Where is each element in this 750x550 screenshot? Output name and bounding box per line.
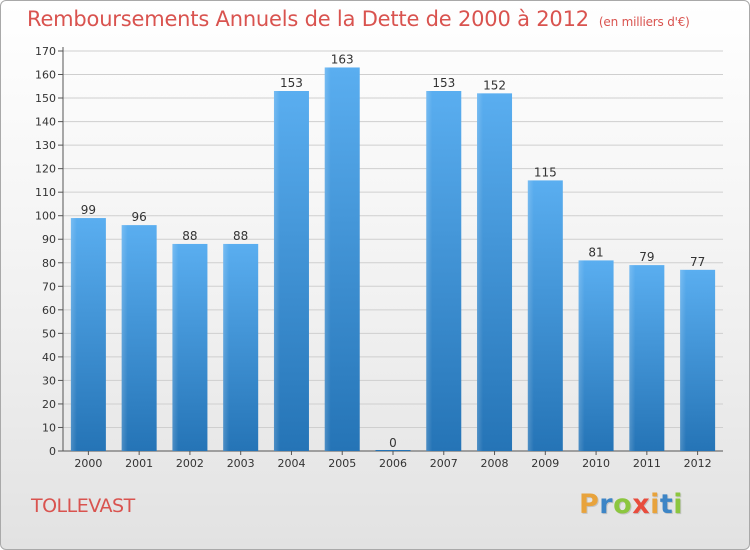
x-tick-label: 2005 (328, 457, 356, 470)
chart-title-text: Remboursements Annuels de la Dette de 20… (27, 7, 589, 31)
bar-highlight (172, 243, 179, 451)
y-tick-label: 140 (35, 116, 56, 129)
bar-value-label: 115 (534, 165, 557, 179)
y-tick-label: 50 (42, 327, 56, 340)
bar-highlight (223, 243, 230, 451)
y-tick-label: 70 (42, 280, 56, 293)
x-tick-label: 2006 (379, 457, 407, 470)
chart-unit: (en milliers d'€) (598, 15, 690, 29)
bar-value-label: 88 (233, 229, 248, 243)
y-tick-label: 40 (42, 351, 56, 364)
bar-value-label: 153 (280, 76, 303, 90)
bar-highlight (426, 91, 433, 451)
bar-highlight (629, 265, 636, 451)
y-tick-label: 90 (42, 233, 56, 246)
x-tick-label: 2002 (176, 457, 204, 470)
proxiti-logo: Proxiti (579, 489, 683, 520)
y-tick-label: 170 (35, 45, 56, 58)
bar-value-label: 163 (331, 52, 354, 66)
y-tick-label: 0 (49, 445, 56, 458)
x-tick-label: 2001 (125, 457, 153, 470)
bars (70, 67, 716, 452)
logo-letter: P (579, 489, 600, 520)
y-tick-label: 100 (35, 210, 56, 223)
bar-highlight (578, 260, 585, 451)
bar-value-label: 152 (483, 78, 506, 92)
bar-value-label: 77 (690, 255, 705, 269)
y-tick-label: 160 (35, 69, 56, 82)
bar-value-label: 81 (588, 245, 603, 259)
y-tick-label: 10 (42, 421, 56, 434)
logo-letter: t (659, 489, 674, 520)
logo-letter: r (599, 489, 614, 520)
bar-value-label: 79 (639, 250, 654, 264)
x-tick-label: 2009 (531, 457, 559, 470)
logo-letter: o (613, 489, 633, 520)
x-tick-label: 2008 (481, 457, 509, 470)
bar-value-label: 96 (132, 210, 147, 224)
bar-value-label: 0 (389, 436, 397, 450)
bar-highlight (527, 180, 534, 452)
logo-letter: i (650, 489, 660, 520)
grid-lines (63, 50, 723, 428)
commune-name: TOLLEVAST (31, 495, 135, 517)
y-tick-label: 30 (42, 374, 56, 387)
bar-value-label: 153 (432, 76, 455, 90)
x-tick-labels: 2000 2001 2002 2003 2004 2005 2006 2007 2008 2009… (74, 457, 711, 470)
logo-letter: i (673, 489, 684, 520)
y-tick-label: 120 (35, 163, 56, 176)
x-tick-label: 2003 (227, 457, 255, 470)
y-tick-label: 60 (42, 304, 56, 317)
logo-letter: x (632, 489, 651, 520)
axes (58, 47, 723, 455)
bar-highlight (273, 91, 280, 451)
x-tick-label: 2000 (74, 457, 102, 470)
y-tick-label: 20 (42, 398, 56, 411)
y-tick-label: 150 (35, 92, 56, 105)
x-tick-label: 2012 (684, 457, 712, 470)
chart-title: Remboursements Annuels de la Dette de 20… (27, 7, 690, 31)
y-tick-label: 80 (42, 257, 56, 270)
bar-value-label: 99 (81, 203, 96, 217)
y-tick-label: 110 (35, 186, 56, 199)
bar-highlight (324, 67, 331, 452)
bar-highlight (70, 218, 77, 451)
x-tick-label: 2004 (277, 457, 305, 470)
bar-value-label: 88 (182, 229, 197, 243)
bar (375, 450, 411, 451)
x-tick-label: 2007 (430, 457, 458, 470)
x-tick-label: 2011 (633, 457, 661, 470)
bar-highlight (477, 93, 484, 452)
bar-value-labels: 99 96 88 88 153 163 0 153 152 115 81 79 77 (81, 52, 706, 450)
y-tick-labels: 0 10 20 30 40 50 60 70 80 90 100 110 120 130 140 150 160… (35, 45, 56, 458)
x-tick-label: 2010 (582, 457, 610, 470)
bar-highlight (121, 225, 128, 451)
y-tick-label: 130 (35, 139, 56, 152)
bar-highlight (680, 269, 687, 451)
